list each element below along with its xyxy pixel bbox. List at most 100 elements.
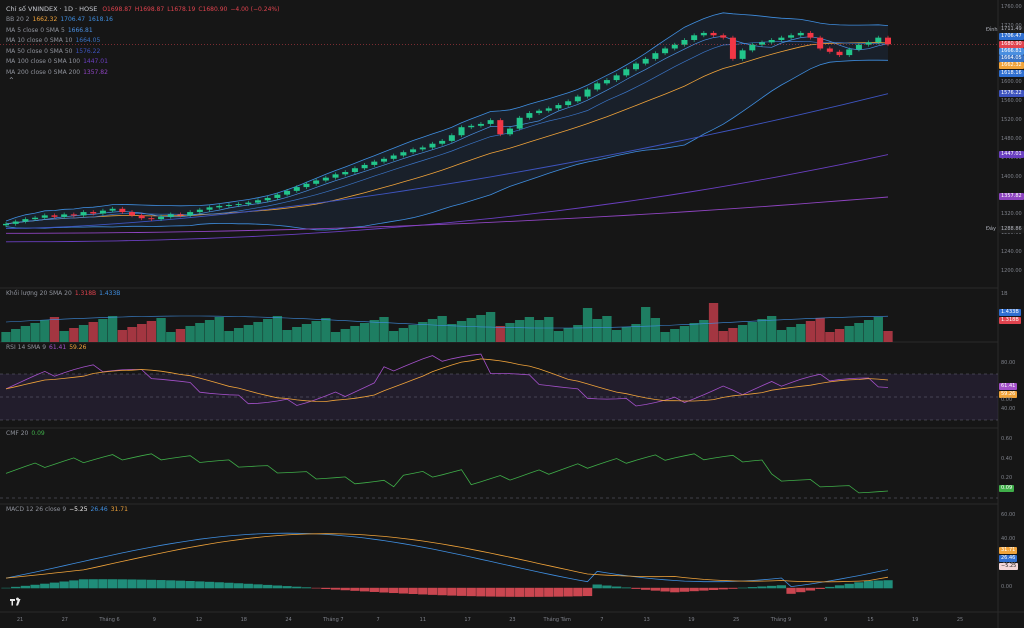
- macd-histogram-bar: [776, 585, 787, 589]
- candle-body: [51, 215, 58, 217]
- macd-histogram-bar: [747, 587, 757, 589]
- price-tag: 1662.32: [999, 61, 1024, 69]
- volume-bar: [621, 327, 631, 342]
- macd-histogram-bar: [737, 587, 748, 589]
- macd-histogram-bar: [69, 580, 79, 589]
- volume-bar: [98, 319, 108, 342]
- candle-body: [22, 219, 29, 222]
- pane-name: CMF 20: [6, 430, 29, 437]
- candle-body: [12, 221, 19, 224]
- candle-body: [565, 101, 572, 106]
- candle-body: [545, 108, 552, 111]
- time-tick: 19: [688, 617, 695, 623]
- bollinger-upper-line: [5, 12, 889, 222]
- volume-bar: [175, 329, 186, 342]
- candle-body: [254, 200, 262, 203]
- pane-name: RSI 14 SMA 9: [6, 344, 47, 351]
- macd-histogram-bar: [563, 587, 573, 597]
- candle-body: [61, 214, 68, 217]
- macd-histogram-bar: [117, 579, 127, 589]
- candle-body: [477, 123, 484, 126]
- macd-histogram-bar: [456, 587, 467, 596]
- volume-bar: [398, 328, 409, 342]
- volume-bar: [30, 323, 40, 342]
- macd-histogram-bar: [573, 587, 583, 597]
- tradingview-logo-icon: [10, 597, 21, 606]
- macd-histogram-bar: [815, 587, 825, 589]
- volume-bar: [689, 323, 699, 342]
- candle-body: [206, 207, 213, 210]
- pane-name: Khối lượng 20 SMA 20: [6, 290, 72, 297]
- price-tag: 1664.05: [999, 54, 1024, 62]
- macd_axis-tag: 31.71: [999, 547, 1018, 554]
- bollinger-lower-line: [5, 59, 889, 231]
- macd-histogram-bar: [30, 584, 40, 589]
- macd-histogram-bar: [418, 587, 428, 595]
- time-tick: 24: [285, 617, 292, 623]
- indicator-row[interactable]: MA 200 close 0 SMA 200 1357.82: [6, 68, 116, 79]
- macd-histogram-bar: [670, 587, 680, 593]
- macd-histogram-bar: [40, 583, 50, 589]
- volume-bar: [408, 325, 418, 342]
- candle-body: [342, 172, 349, 175]
- candle-body: [720, 35, 727, 38]
- sma100-line: [5, 154, 889, 243]
- macd-histogram-bar: [786, 587, 796, 594]
- macd-histogram-bar: [20, 585, 31, 589]
- indicator-value: 1706.47: [60, 16, 86, 23]
- volume-bar: [592, 319, 602, 342]
- indicator-name: MA 10 close 0 SMA 10: [6, 37, 73, 45]
- indicator-row[interactable]: MA 50 close 0 SMA 50 1576.22: [6, 47, 116, 58]
- candle-body: [613, 75, 620, 81]
- volume-bar: [369, 320, 379, 342]
- macd-histogram-bar: [718, 587, 728, 590]
- candle-body: [322, 177, 329, 181]
- time-tick: Tháng 6: [99, 617, 120, 623]
- macd-histogram-bar: [49, 582, 60, 589]
- time-tick: 12: [195, 617, 203, 623]
- volume-bar: [359, 323, 370, 342]
- candle-body: [671, 44, 678, 49]
- volume-bar: [204, 320, 215, 342]
- indicator-row[interactable]: MA 10 close 0 SMA 10 1664.05: [6, 36, 116, 47]
- indicator-row[interactable]: MA 100 close 0 SMA 100 1447.01: [6, 57, 116, 68]
- volume-bar: [660, 332, 670, 342]
- macd-histogram-bar: [873, 580, 883, 589]
- indicator-name: MA 5 close 0 SMA 5: [6, 26, 65, 34]
- volume-bar: [515, 320, 525, 342]
- cmf_axis-tag: 0.09: [999, 485, 1015, 492]
- candle-body: [2, 223, 10, 226]
- indicator-row[interactable]: MA 5 close 0 SMA 5 1666.81: [6, 26, 116, 37]
- volume-bar: [718, 331, 728, 342]
- cmf-legend: CMF 20 0.09: [6, 430, 48, 438]
- time-tick: Tháng 7: [323, 617, 344, 623]
- volume-bar: [69, 328, 79, 342]
- macd-histogram-bar: [301, 587, 312, 589]
- chevron-up-icon[interactable]: ⌃: [8, 76, 15, 85]
- macd-signal-line: [5, 533, 889, 583]
- time-tick: 7: [376, 617, 380, 623]
- volume-bar: [185, 326, 195, 342]
- price-tick: 1480.00: [1001, 136, 1022, 142]
- candle-body: [196, 209, 203, 213]
- volume-bar: [844, 326, 854, 342]
- candle-body: [109, 208, 116, 211]
- macd-histogram-bar: [156, 580, 166, 589]
- macd-histogram-bar: [650, 587, 661, 591]
- price-tick: 1320.00: [1001, 211, 1022, 218]
- candle-body: [817, 37, 824, 49]
- indicator-row[interactable]: BB 20 2 1662.32 1706.47 1618.16: [6, 15, 116, 26]
- volume-bar: [573, 325, 583, 342]
- volume-bar: [495, 326, 505, 342]
- symbol-label: Chỉ số VNINDEX · 1D · HOSE: [6, 5, 98, 13]
- macd-histogram-bar: [398, 587, 409, 594]
- macd-histogram-bar: [59, 581, 69, 589]
- volume-bar: [854, 323, 864, 342]
- volume-bar: [233, 328, 244, 342]
- high-label: Đỉnh: [986, 26, 998, 33]
- indicator-name: MA 100 close 0 SMA 100: [6, 58, 81, 66]
- rsi_axis-tick: 80.00: [1001, 359, 1016, 366]
- volume-bar: [418, 322, 428, 342]
- indicator-value: 1666.81: [67, 26, 93, 34]
